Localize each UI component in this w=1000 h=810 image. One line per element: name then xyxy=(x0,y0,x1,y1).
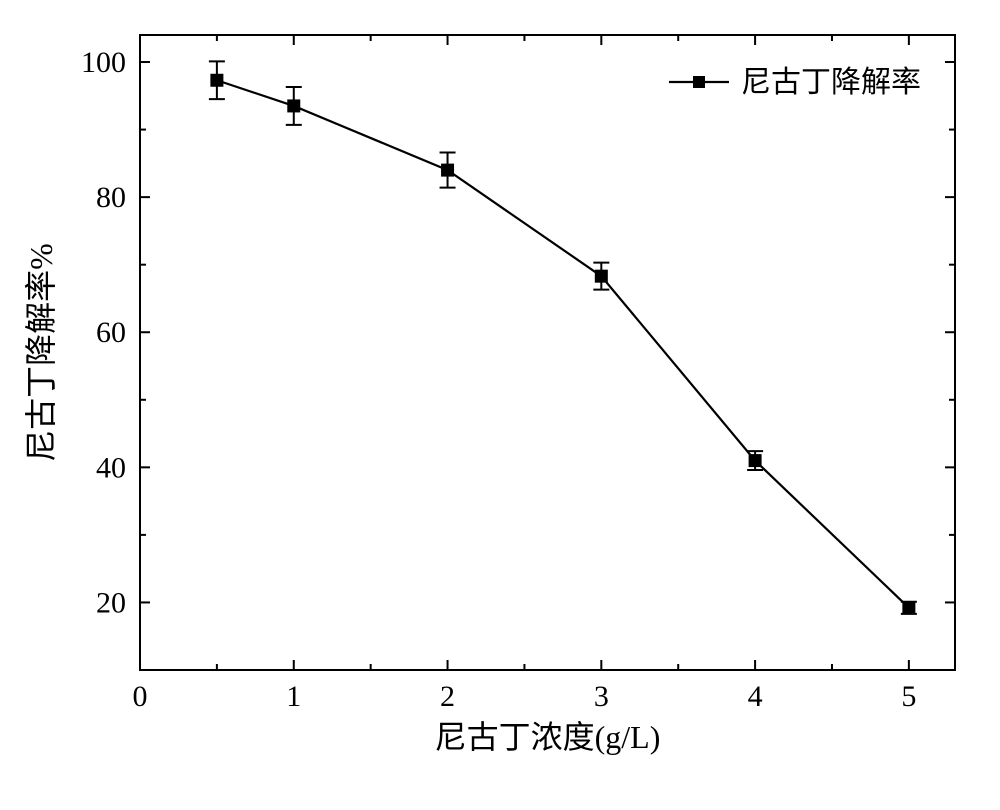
x-tick-label: 2 xyxy=(440,680,455,713)
y-tick-label: 80 xyxy=(96,181,126,214)
y-tick-label: 40 xyxy=(96,451,126,484)
series-line xyxy=(217,80,909,608)
series-marker xyxy=(442,164,454,176)
series-marker xyxy=(595,270,607,282)
series-marker xyxy=(211,74,223,86)
series-marker xyxy=(288,100,300,112)
x-tick-label: 5 xyxy=(901,680,916,713)
y-tick-label: 20 xyxy=(96,586,126,619)
y-tick-label: 100 xyxy=(81,46,126,79)
y-tick-label: 60 xyxy=(96,316,126,349)
x-axis-label: 尼古丁浓度(g/L) xyxy=(435,719,661,755)
x-tick-label: 0 xyxy=(133,680,148,713)
x-tick-label: 1 xyxy=(286,680,301,713)
y-axis-label: 尼古丁降解率% xyxy=(23,243,59,462)
plot-frame xyxy=(140,35,955,670)
x-tick-label: 4 xyxy=(748,680,763,713)
chart-svg: 0 1 2 3 4 5 20 40 60 80 100 尼古丁浓度(g/L) 尼古丁降解率% 尼古丁降解率 xyxy=(0,0,1000,805)
legend-label: 尼古丁降解率 xyxy=(741,66,921,99)
x-tick-label: 3 xyxy=(594,680,609,713)
series-marker xyxy=(749,455,761,467)
chart-container: 0 1 2 3 4 5 20 40 60 80 100 尼古丁浓度(g/L) 尼古丁降解率% 尼古丁降解率 xyxy=(0,0,1000,805)
legend-marker-icon xyxy=(693,76,705,88)
series-marker xyxy=(903,602,915,614)
